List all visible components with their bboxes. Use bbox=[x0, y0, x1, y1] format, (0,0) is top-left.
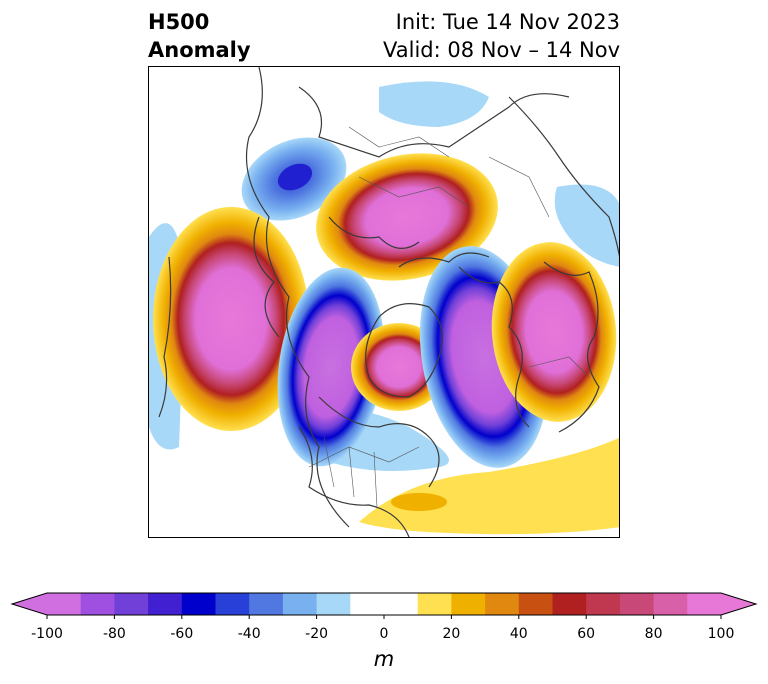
colorbar-segment bbox=[485, 593, 520, 615]
colorbar-segment bbox=[417, 593, 452, 615]
colorbar-extend-low bbox=[12, 593, 47, 615]
colorbar-tick-label: 80 bbox=[644, 626, 663, 642]
negative-anomaly-greenland bbox=[277, 267, 385, 467]
colorbar-segment bbox=[215, 593, 250, 615]
colorbar-segment bbox=[47, 593, 82, 615]
positive-anomaly-pacific bbox=[491, 242, 617, 422]
colorbar-segment bbox=[316, 593, 351, 615]
colorbar-segment bbox=[249, 593, 284, 615]
pale-blue-east-asia-region bbox=[554, 184, 619, 267]
colorbar-tick-label: -40 bbox=[237, 626, 261, 642]
valid-period: Valid: 08 Nov – 14 Nov bbox=[383, 38, 620, 62]
anomaly-map bbox=[148, 66, 620, 538]
map-title: H500 Anomaly bbox=[148, 8, 251, 64]
colorbar-segment bbox=[181, 593, 216, 615]
colorbar-tick-label: -100 bbox=[31, 626, 63, 642]
colorbar-segment bbox=[148, 593, 183, 615]
title-line-2: Anomaly bbox=[148, 38, 251, 62]
colorbar-segment bbox=[80, 593, 115, 615]
colorbar-unit-label: m bbox=[373, 647, 395, 671]
colorbar-segment bbox=[282, 593, 318, 615]
positive-anomaly-atlantic bbox=[153, 207, 309, 431]
pale-blue-alaska-region bbox=[379, 81, 489, 127]
run-info: Init: Tue 14 Nov 2023 Valid: 08 Nov – 14… bbox=[383, 8, 620, 64]
colorbar-segment bbox=[350, 593, 385, 615]
colorbar-extend-high bbox=[721, 593, 756, 615]
colorbar-segment bbox=[653, 593, 688, 615]
colorbar-segment bbox=[586, 593, 621, 615]
coastlines bbox=[158, 67, 619, 537]
colorbar bbox=[10, 592, 758, 619]
init-time: Init: Tue 14 Nov 2023 bbox=[395, 10, 620, 34]
colorbar-tick-label: 100 bbox=[707, 626, 735, 642]
colorbar-segment bbox=[451, 593, 486, 615]
title-line-1: H500 bbox=[148, 10, 210, 34]
colorbar-segment bbox=[619, 593, 655, 615]
political-borders bbox=[308, 126, 590, 508]
colorbar-segment bbox=[687, 593, 722, 615]
colorbar-tick-label: -60 bbox=[170, 626, 194, 642]
positive-anomaly-siberia bbox=[316, 153, 498, 281]
colorbar-segment bbox=[552, 593, 587, 615]
colorbar-tick-label: 60 bbox=[577, 626, 596, 642]
colorbar-tick-label: -80 bbox=[102, 626, 126, 642]
colorbar-segment bbox=[518, 593, 553, 615]
map-canvas bbox=[149, 67, 619, 537]
colorbar-segment bbox=[114, 593, 149, 615]
colorbar-tick-label: 40 bbox=[509, 626, 528, 642]
colorbar-tick-label: -20 bbox=[305, 626, 329, 642]
colorbar-segment bbox=[384, 593, 419, 615]
colorbar-tick-label: 20 bbox=[442, 626, 461, 642]
colorbar-tick-label: 0 bbox=[379, 626, 389, 642]
